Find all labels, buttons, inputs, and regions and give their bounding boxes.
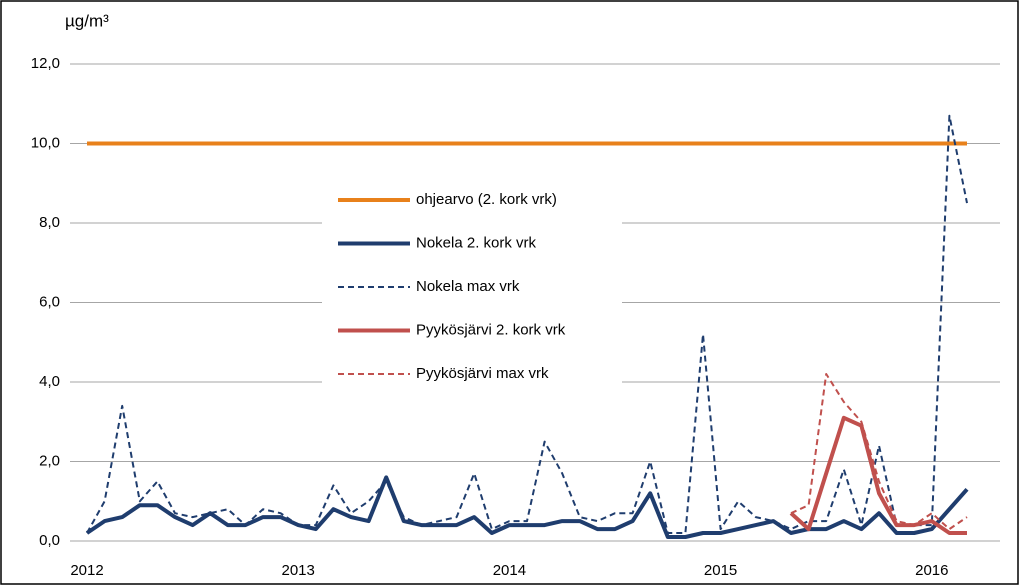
- y-tick-label: 10,0: [31, 134, 60, 151]
- x-tick-label: 2014: [493, 562, 526, 579]
- series-line: [789, 415, 967, 535]
- y-tick-label: 0,0: [39, 532, 60, 549]
- series-line: [790, 373, 968, 531]
- y-tick-label: 2,0: [39, 452, 60, 469]
- x-tick-label: 2016: [915, 562, 948, 579]
- x-tick-label: 2013: [282, 562, 315, 579]
- y-tick-label: 6,0: [39, 293, 60, 310]
- legend: ohjearvo (2. kork vrk) Nokela 2. kork vrk…: [322, 178, 622, 396]
- y-axis-label: µg/m³: [65, 11, 109, 30]
- legend-label: Pyykösjärvi 2. kork vrk: [416, 321, 566, 338]
- series-line: [85, 475, 969, 539]
- y-tick-label: 4,0: [39, 373, 60, 390]
- legend-label: Nokela max vrk: [416, 278, 520, 295]
- x-tick-label: 2012: [70, 562, 103, 579]
- legend-label: Nokela 2. kork vrk: [416, 234, 537, 251]
- x-tick-label: 2015: [704, 562, 737, 579]
- y-tick-label: 8,0: [39, 214, 60, 231]
- y-tick-label: 12,0: [31, 55, 60, 72]
- legend-label: Pyykösjärvi max vrk: [416, 365, 549, 382]
- legend-label: ohjearvo (2. kork vrk): [416, 191, 557, 208]
- series-line: [86, 114, 968, 534]
